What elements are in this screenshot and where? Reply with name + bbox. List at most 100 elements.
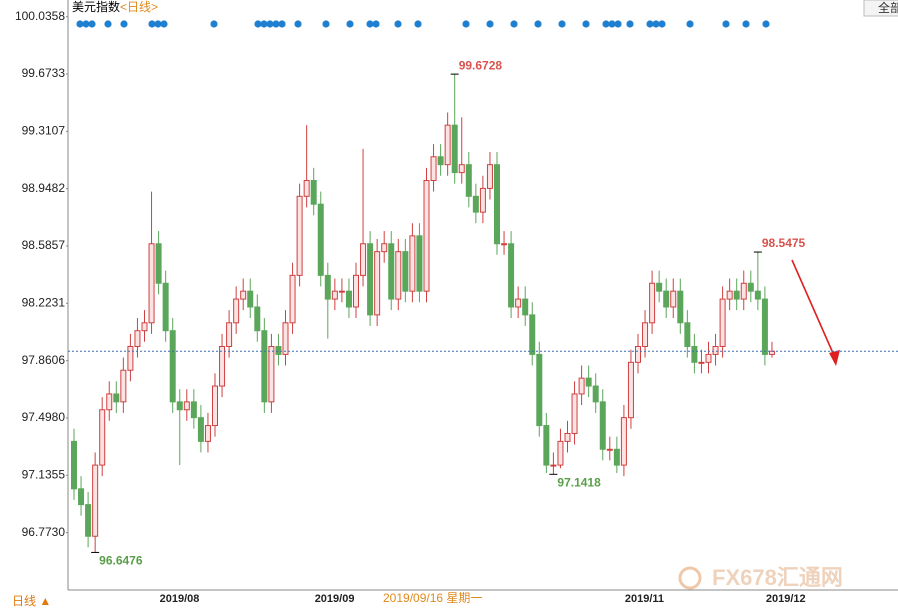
candle-body	[564, 432, 571, 442]
candle-body	[134, 330, 141, 348]
y-tick-label: 96.7730	[22, 525, 66, 539]
candle-body	[599, 401, 606, 450]
extreme-label: 96.6476	[99, 554, 143, 568]
candle-body	[719, 298, 726, 348]
candle-body	[656, 282, 663, 292]
event-dot	[394, 20, 402, 28]
event-dot	[614, 20, 622, 28]
candle-body	[592, 385, 599, 403]
candle-body	[508, 243, 515, 308]
x-tick-label: 2019/11	[625, 593, 664, 605]
candle-body	[437, 156, 444, 166]
candle-body	[472, 195, 479, 213]
event-dot	[626, 20, 634, 28]
all-button[interactable]	[863, 0, 898, 17]
candle-body	[613, 448, 620, 466]
candle-body	[303, 180, 310, 197]
candle-body	[761, 298, 768, 355]
candle-body	[712, 346, 719, 355]
event-dot	[582, 20, 590, 28]
candle-body	[557, 440, 564, 466]
candle-body	[740, 282, 747, 300]
event-dot	[510, 20, 518, 28]
candle-body	[204, 425, 211, 442]
event-dot	[154, 20, 162, 28]
candle-body	[367, 243, 374, 316]
period-button[interactable]: 日线 ▲	[12, 594, 51, 608]
candle-body	[113, 393, 120, 403]
candle-body	[698, 361, 705, 364]
candle-body	[226, 322, 233, 348]
candle-body	[261, 330, 268, 403]
candle-body	[296, 195, 303, 276]
candle-body	[254, 306, 261, 332]
extreme-label: 97.1418	[557, 475, 601, 489]
candle-body	[282, 322, 289, 355]
y-tick-label: 97.8606	[22, 353, 66, 367]
event-dot	[260, 20, 268, 28]
arrow-line	[791, 259, 837, 361]
event-dot	[120, 20, 128, 28]
candle-body	[92, 464, 99, 537]
candle-body	[247, 290, 254, 308]
candle-body	[289, 274, 296, 324]
candle-body	[479, 187, 486, 213]
candle-body	[649, 282, 656, 324]
watermark: FX678汇通网	[712, 565, 843, 590]
candle-body	[416, 235, 423, 292]
candle-body	[120, 369, 127, 403]
candle-body	[691, 346, 698, 363]
candle-body	[127, 346, 134, 371]
candle-body	[162, 282, 169, 332]
x-tick-label: 2019/08	[160, 593, 200, 605]
candle-body	[606, 448, 613, 451]
candle-body	[85, 504, 92, 537]
candle-body	[106, 393, 113, 411]
candle-body	[388, 243, 395, 300]
event-dot	[294, 20, 302, 28]
candle-body	[310, 180, 317, 205]
event-dot	[486, 20, 494, 28]
extreme-label: 99.6728	[459, 58, 503, 72]
candle-body	[409, 235, 416, 292]
candle-body	[543, 425, 550, 466]
arrow-head	[829, 350, 840, 366]
candle-body	[381, 243, 388, 253]
candle-body	[197, 417, 204, 442]
event-dot	[254, 20, 262, 28]
candle-body	[585, 377, 592, 387]
candle-body	[550, 464, 557, 467]
candle-body	[642, 322, 649, 348]
event-dot	[742, 20, 750, 28]
candle-body	[536, 353, 543, 427]
candle-body	[324, 274, 331, 300]
candle-body	[494, 164, 500, 245]
candle-body	[663, 290, 670, 308]
candle-body	[233, 298, 240, 324]
all-button-label[interactable]: 全部	[878, 0, 898, 15]
event-dot	[462, 20, 470, 28]
event-dot	[266, 20, 274, 28]
candle-body	[451, 124, 458, 174]
candle-body	[620, 417, 627, 466]
candle-body	[190, 401, 197, 419]
candle-body	[522, 298, 529, 316]
candle-body	[148, 243, 155, 324]
candle-body	[169, 330, 176, 403]
cursor-date: 2019/09/16 星期一	[383, 591, 482, 605]
candle-body	[183, 401, 190, 411]
y-tick-label: 99.6733	[22, 66, 66, 80]
candle-body	[71, 440, 77, 490]
event-dot	[148, 20, 156, 28]
candle-body	[747, 282, 754, 292]
candle-body	[754, 290, 761, 300]
candle-body	[338, 290, 345, 293]
candle-body	[627, 361, 634, 419]
candle-body	[444, 124, 451, 166]
event-dot	[658, 20, 666, 28]
event-dot	[762, 20, 770, 28]
event-dot	[104, 20, 112, 28]
x-tick-label: 2019/12	[766, 593, 806, 605]
y-tick-label: 97.1355	[22, 467, 66, 481]
